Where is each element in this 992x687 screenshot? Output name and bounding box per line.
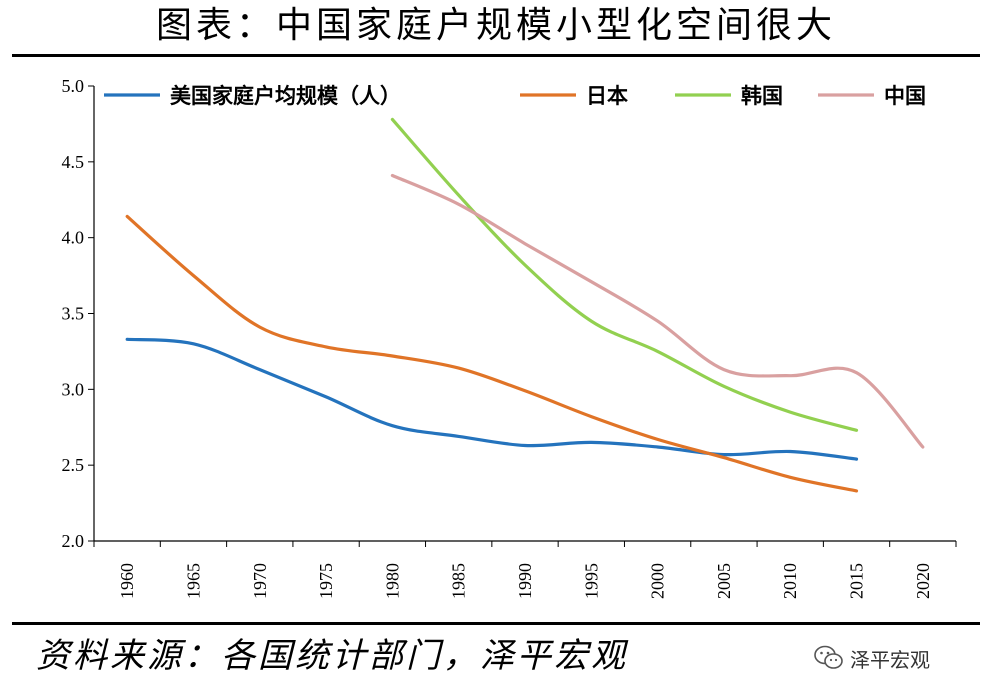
y-tick-label: 3.0 — [62, 379, 85, 399]
x-tick-label: 1965 — [183, 563, 203, 599]
x-tick-labels: 1960 1965 1970 1975 1980 1985 1990 1995 2000 2005… — [117, 563, 933, 599]
x-tick-label: 2000 — [648, 563, 668, 599]
legend-label-korea: 韩国 — [741, 84, 783, 108]
series-lines — [125, 117, 925, 493]
y-tick-label: 4.5 — [62, 152, 85, 172]
brand-name: 泽平宏观 — [850, 647, 930, 672]
line-chart: 1960 1965 1970 1975 1980 1985 1990 1995 2000 2005… — [62, 76, 957, 599]
top-divider — [12, 54, 980, 57]
x-tick-label: 2020 — [913, 563, 933, 599]
y-tick-label: 3.5 — [62, 304, 85, 324]
x-tick-label: 2010 — [780, 563, 800, 599]
y-tick-label: 5.0 — [62, 76, 85, 96]
legend-label-japan: 日本 — [586, 84, 628, 108]
legend: 美国家庭户均规模（人） 日本 韩国 中国 — [104, 84, 926, 108]
legend-label-china: 中国 — [884, 84, 926, 108]
y-tick-label: 2.0 — [62, 531, 85, 551]
x-tick-label: 1995 — [581, 563, 601, 599]
y-tick-label: 4.0 — [62, 228, 85, 248]
chart-axes — [88, 85, 957, 547]
series-line-japan — [125, 214, 859, 493]
series-line-china — [390, 173, 925, 449]
brand-watermark: 泽平宏观 — [814, 640, 930, 676]
series-line-korea — [390, 117, 859, 432]
y-tick-labels: 2.0 2.5 3.0 3.5 4.0 4.5 5.0 — [62, 76, 85, 551]
x-tick-label: 1960 — [117, 563, 137, 599]
source-note: 资料来源：各国统计部门，泽平宏观 — [36, 636, 628, 676]
x-tick-label: 2015 — [847, 563, 867, 599]
bottom-divider — [12, 622, 980, 625]
x-tick-label: 2005 — [714, 563, 734, 599]
x-tick-label: 1975 — [316, 563, 336, 599]
wechat-icon — [814, 645, 843, 669]
x-tick-label: 1985 — [449, 563, 469, 599]
y-tick-label: 2.5 — [62, 455, 85, 475]
series-line-us — [125, 337, 859, 461]
legend-label-us: 美国家庭户均规模（人） — [170, 84, 401, 108]
chart-title: 图表：中国家庭户规模小型化空间很大 — [155, 5, 836, 46]
x-tick-label: 1970 — [250, 563, 270, 599]
x-tick-label: 1980 — [382, 563, 402, 599]
x-tick-label: 1990 — [515, 563, 535, 599]
